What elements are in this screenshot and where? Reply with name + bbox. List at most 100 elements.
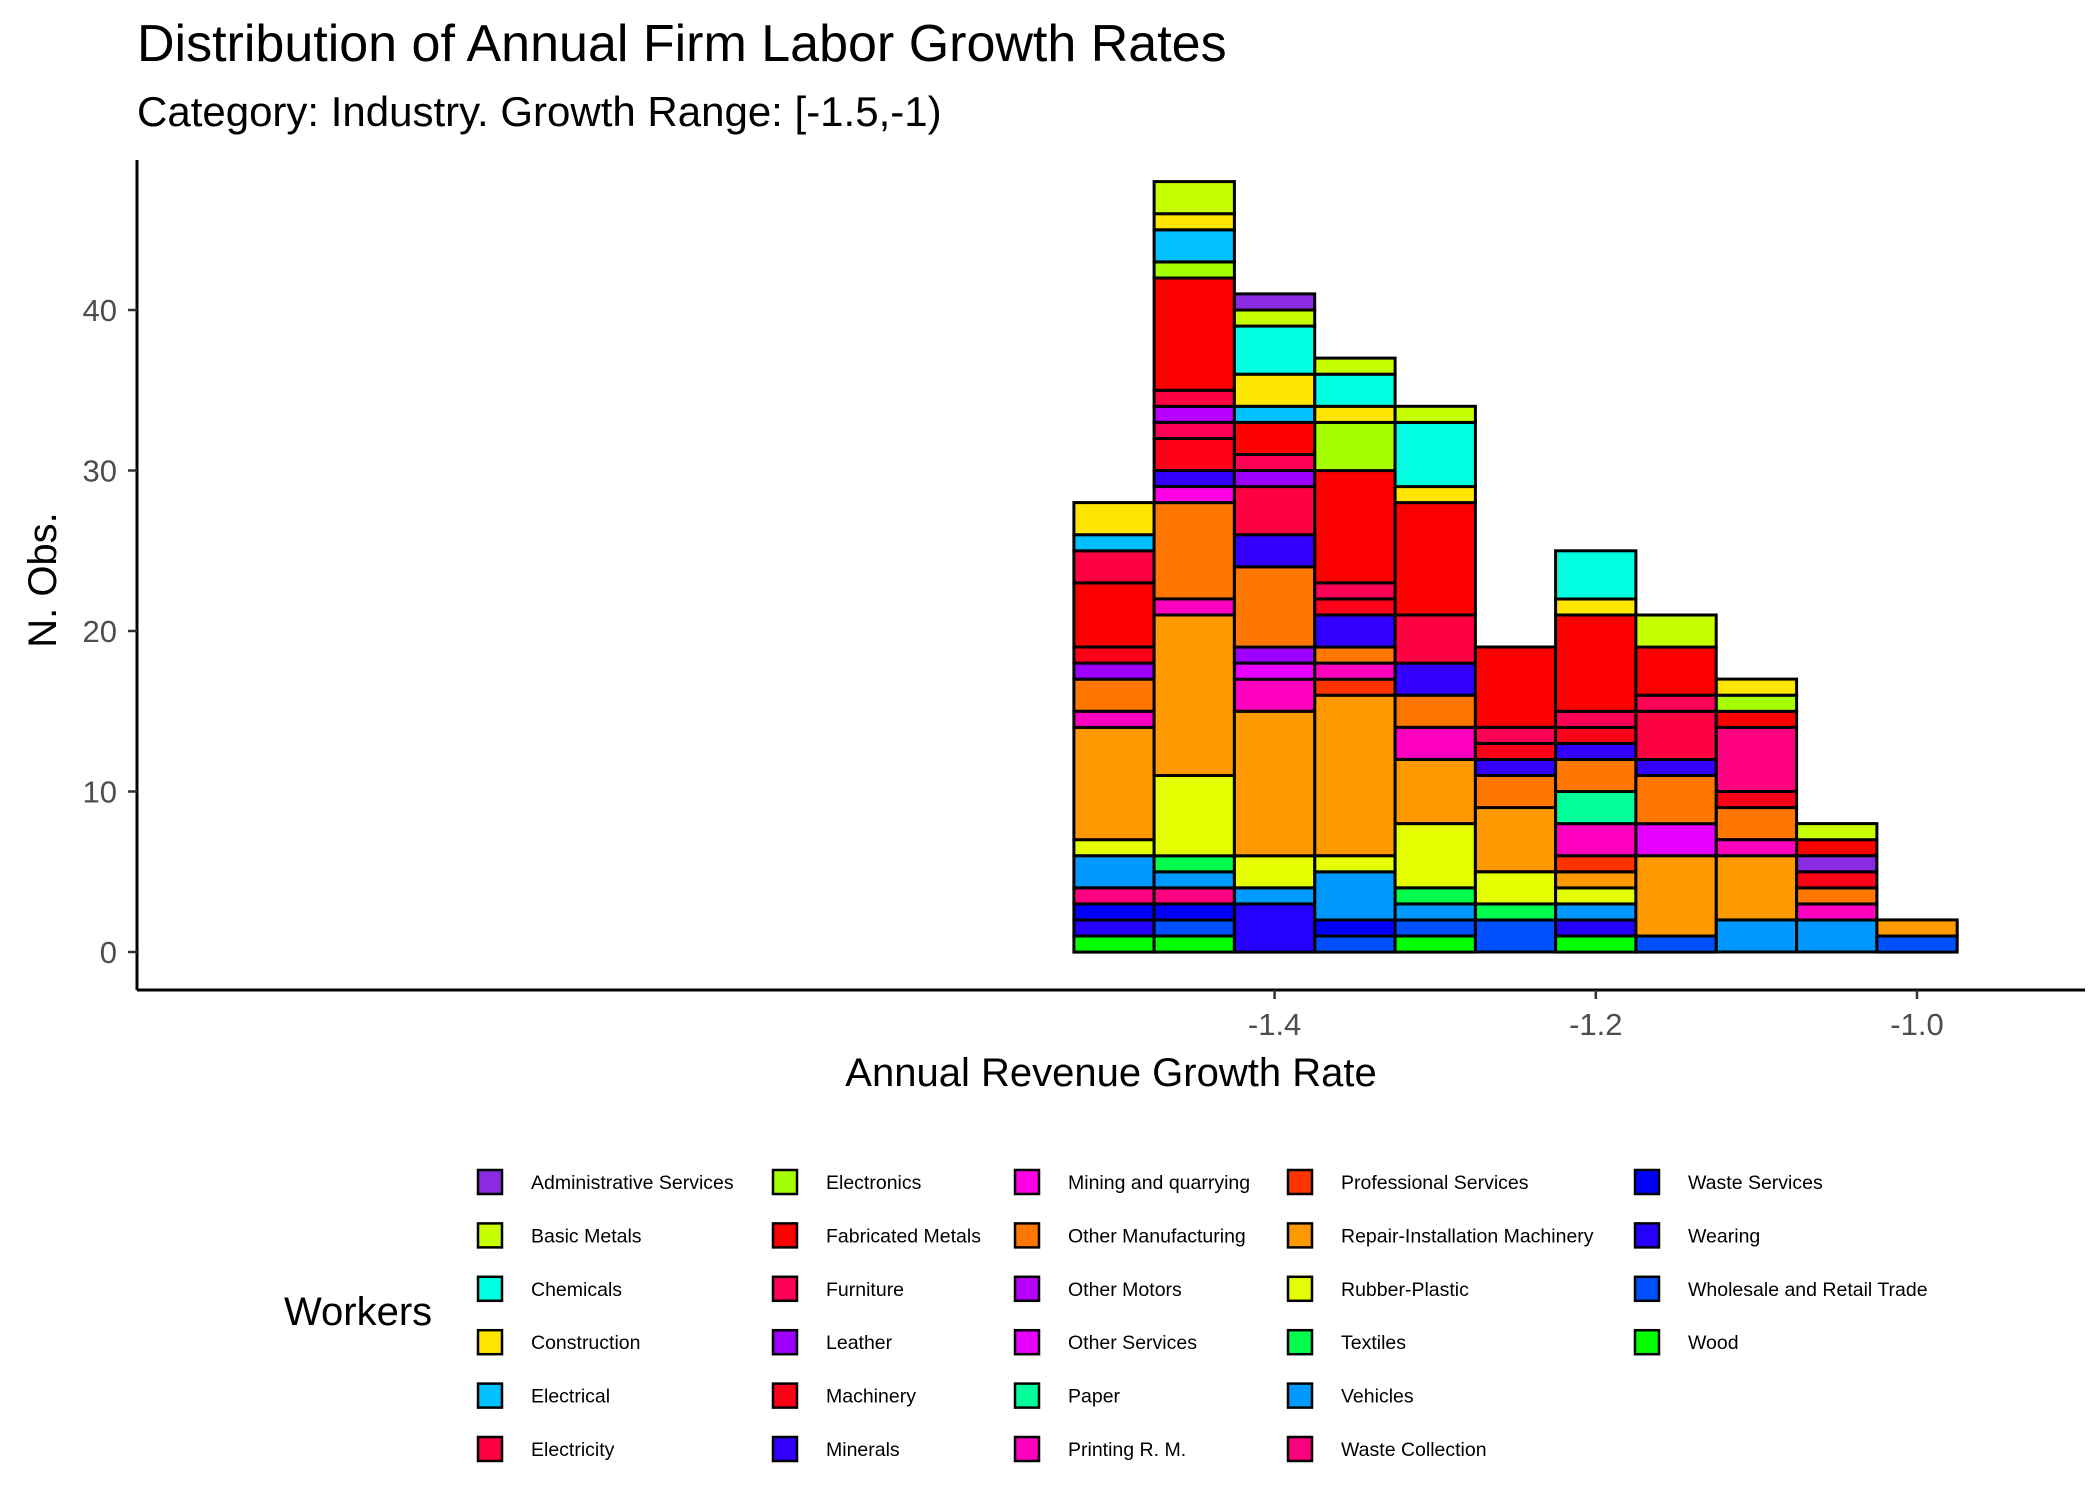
bar-segment-9-0 bbox=[1795, 918, 1879, 954]
bar-segment-2-0 bbox=[1232, 902, 1317, 954]
bar-segment-6-7 bbox=[1554, 790, 1638, 826]
legend-key bbox=[1633, 1275, 1661, 1303]
legend-key bbox=[476, 1328, 504, 1356]
bar-segment-0-8 bbox=[1072, 677, 1156, 713]
bar-segment-1-18 bbox=[1152, 228, 1236, 264]
bar-segment-6-2 bbox=[1554, 902, 1638, 922]
bar-segment-8-7 bbox=[1714, 693, 1799, 713]
bar-segment-8-6 bbox=[1714, 709, 1799, 729]
axes-layer bbox=[135, 160, 2085, 992]
legend-key bbox=[476, 1435, 504, 1463]
bar-segment-1-19 bbox=[1152, 212, 1236, 232]
bar-segment-7-0 bbox=[1634, 934, 1718, 954]
bar-segment-1-3 bbox=[1152, 886, 1236, 906]
bar-segment-0-6 bbox=[1072, 725, 1156, 842]
bar-segment-8-2 bbox=[1714, 838, 1799, 858]
bar-segment-2-2 bbox=[1232, 854, 1317, 890]
bar-segment-8-1 bbox=[1714, 854, 1799, 922]
bar-segment-6-5 bbox=[1554, 854, 1638, 874]
bar-segment-3-8 bbox=[1313, 613, 1397, 649]
legend-key bbox=[1286, 1168, 1314, 1196]
bar-segment-4-11 bbox=[1393, 485, 1477, 505]
legend-key bbox=[1013, 1435, 1041, 1463]
bar-segment-4-5 bbox=[1393, 757, 1477, 826]
bar-segment-7-7 bbox=[1634, 645, 1718, 697]
bar-segment-4-8 bbox=[1393, 661, 1477, 697]
bar-segment-10-1 bbox=[1875, 918, 1959, 938]
bars-layer bbox=[1072, 180, 1959, 954]
bar-segment-8-8 bbox=[1714, 677, 1799, 697]
legend-key bbox=[1633, 1328, 1661, 1356]
bar-segment-9-3 bbox=[1795, 870, 1879, 890]
bar-segment-3-14 bbox=[1313, 372, 1397, 408]
bar-segment-5-2 bbox=[1473, 870, 1558, 906]
bar-segment-9-4 bbox=[1795, 854, 1879, 874]
bar-segment-0-1 bbox=[1072, 918, 1156, 938]
legend-label: Wood bbox=[1688, 1332, 1739, 1354]
chart-title: Distribution of Annual Firm Labor Growth… bbox=[137, 15, 1227, 73]
legend-key bbox=[1013, 1222, 1041, 1249]
bar-segment-2-13 bbox=[1232, 404, 1317, 424]
bar-segment-0-9 bbox=[1072, 661, 1156, 681]
bar-segment-3-7 bbox=[1313, 645, 1397, 665]
bar-segment-6-4 bbox=[1554, 870, 1638, 890]
bar-segment-0-2 bbox=[1072, 902, 1156, 922]
legend-label: Basic Metals bbox=[531, 1225, 642, 1247]
legend-title: Workers bbox=[284, 1290, 432, 1334]
legend-label: Paper bbox=[1068, 1386, 1121, 1408]
legend-key bbox=[771, 1222, 799, 1249]
bar-segment-2-16 bbox=[1232, 308, 1317, 328]
bar-segment-2-5 bbox=[1232, 661, 1317, 681]
bar-segment-6-1 bbox=[1554, 918, 1638, 938]
bar-segment-8-0 bbox=[1714, 918, 1799, 954]
bar-segment-6-6 bbox=[1554, 822, 1638, 858]
bar-segment-4-10 bbox=[1393, 501, 1477, 617]
bar-segment-0-4 bbox=[1072, 854, 1156, 890]
bar-segment-2-11 bbox=[1232, 452, 1317, 472]
bar-segment-7-3 bbox=[1634, 774, 1718, 826]
bar-segment-5-0 bbox=[1473, 918, 1558, 954]
bar-segment-4-12 bbox=[1393, 420, 1477, 489]
bar-segment-10-0 bbox=[1875, 934, 1959, 954]
bar-segment-2-3 bbox=[1232, 709, 1317, 858]
bar-segment-6-11 bbox=[1554, 709, 1638, 729]
legend-label: Electronics bbox=[826, 1172, 922, 1194]
legend-label: Wholesale and Retail Trade bbox=[1688, 1279, 1928, 1301]
legend-key bbox=[476, 1168, 504, 1196]
bar-segment-4-1 bbox=[1393, 918, 1477, 938]
bar-segment-1-9 bbox=[1152, 501, 1236, 601]
bar-segment-4-13 bbox=[1393, 404, 1477, 424]
bar-segment-5-7 bbox=[1473, 725, 1558, 745]
bar-segment-2-12 bbox=[1232, 420, 1317, 456]
legend-label: Construction bbox=[531, 1332, 640, 1354]
legend-label: Leather bbox=[826, 1332, 893, 1354]
bar-segment-7-2 bbox=[1634, 822, 1718, 858]
bar-segment-0-14 bbox=[1072, 501, 1156, 537]
legend-label: Rubber-Plastic bbox=[1341, 1279, 1469, 1301]
bar-segment-9-6 bbox=[1795, 822, 1879, 842]
legend-label: Other Motors bbox=[1068, 1279, 1182, 1301]
bar-segment-8-5 bbox=[1714, 725, 1799, 793]
legend-label: Wearing bbox=[1688, 1225, 1760, 1247]
bar-segment-6-13 bbox=[1554, 597, 1638, 617]
bar-segment-1-16 bbox=[1152, 276, 1236, 392]
bar-segment-2-9 bbox=[1232, 485, 1317, 537]
bar-segment-0-13 bbox=[1072, 533, 1156, 553]
legend-key bbox=[1013, 1382, 1041, 1409]
legend-label: Fabricated Metals bbox=[826, 1225, 981, 1247]
legend-label: Electricity bbox=[531, 1439, 615, 1461]
bar-segment-6-8 bbox=[1554, 757, 1638, 794]
legend-key bbox=[1013, 1275, 1041, 1303]
chart-subtitle: Category: Industry. Growth Range: [-1.5,… bbox=[137, 88, 942, 135]
legend-label: Mining and quarrying bbox=[1068, 1172, 1250, 1194]
legend-key bbox=[1013, 1168, 1041, 1196]
bar-segment-3-15 bbox=[1313, 356, 1397, 376]
bar-segment-2-17 bbox=[1232, 292, 1317, 312]
bar-segment-2-14 bbox=[1232, 372, 1317, 408]
bar-segment-0-11 bbox=[1072, 581, 1156, 649]
bar-segment-6-14 bbox=[1554, 549, 1638, 601]
legend-label: Furniture bbox=[826, 1279, 904, 1301]
bar-segment-9-5 bbox=[1795, 838, 1879, 858]
legend-label: Waste Collection bbox=[1341, 1439, 1487, 1461]
